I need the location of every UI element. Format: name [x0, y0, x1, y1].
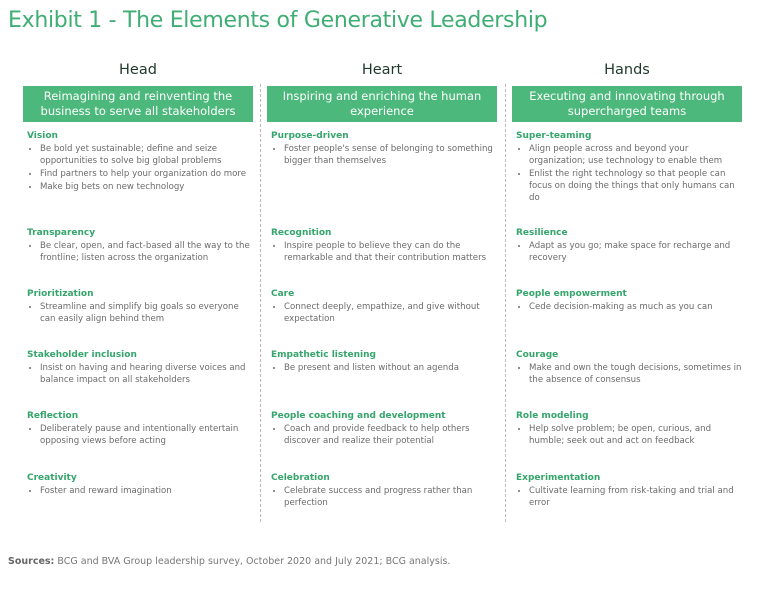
section-title: Role modeling: [516, 411, 589, 421]
section-title: People empowerment: [516, 289, 627, 299]
sources-label: Sources:: [8, 556, 55, 567]
list-item: Make and own the tough decisions, someti…: [529, 362, 742, 386]
section-title: Vision: [27, 131, 58, 141]
element-section: Resilience Adapt as you go; make space fo…: [516, 228, 742, 265]
list-item: Connect deeply, empathize, and give with…: [284, 301, 497, 325]
list-item: Make big bets on new technology: [40, 181, 253, 193]
section-title: Recognition: [271, 228, 332, 238]
list-item: Align people across and beyond your orga…: [529, 143, 742, 167]
exhibit-title: Exhibit 1 - The Elements of Generative L…: [8, 8, 548, 33]
list-item: Insist on having and hearing diverse voi…: [40, 362, 253, 386]
element-section: Experimentation Cultivate learning from r…: [516, 473, 742, 510]
section-title: Celebration: [271, 473, 330, 483]
section-title: Courage: [516, 350, 559, 360]
element-section: Prioritization Streamline and simplify bi…: [27, 289, 253, 326]
section-title: Resilience: [516, 228, 568, 238]
column-banner: Executing and innovating through superch…: [512, 86, 742, 122]
column-banner: Inspiring and enriching the human experi…: [267, 86, 497, 122]
element-section: Celebration Celebrate success and progres…: [271, 473, 497, 510]
element-section: Stakeholder inclusion Insist on having an…: [27, 350, 253, 387]
list-item: Deliberately pause and intentionally ent…: [40, 423, 253, 447]
column-hands: Hands Executing and innovating through su…: [512, 62, 742, 508]
section-title: Creativity: [27, 473, 77, 483]
element-section: Transparency Be clear, open, and fact-bas…: [27, 228, 253, 265]
sources-note: Sources: BCG and BVA Group leadership su…: [8, 556, 450, 567]
section-title: Care: [271, 289, 295, 299]
section-title: Stakeholder inclusion: [27, 350, 137, 360]
list-item: Streamline and simplify big goals so eve…: [40, 301, 253, 325]
element-section: Super-teaming Align people across and bey…: [516, 131, 742, 205]
list-item: Be clear, open, and fact-based all the w…: [40, 240, 253, 264]
element-section: Empathetic listening Be present and liste…: [271, 350, 497, 375]
element-section: Recognition Inspire people to believe the…: [271, 228, 497, 265]
list-item: Cede decision-making as much as you can: [529, 301, 742, 313]
section-title: Empathetic listening: [271, 350, 376, 360]
list-item: Adapt as you go; make space for recharge…: [529, 240, 742, 264]
column-heading: Hands: [604, 62, 650, 78]
element-section: Vision Be bold yet sustainable; define an…: [27, 131, 253, 194]
column-divider: [260, 84, 261, 522]
section-title: Transparency: [27, 228, 96, 238]
column-heart: Heart Inspiring and enriching the human e…: [267, 62, 497, 508]
section-title: Prioritization: [27, 289, 94, 299]
list-item: Inspire people to believe they can do th…: [284, 240, 497, 264]
section-title: Purpose-driven: [271, 131, 349, 141]
element-section: Purpose-driven Foster people's sense of b…: [271, 131, 497, 168]
column-heading: Head: [119, 62, 157, 78]
list-item: Be present and listen without an agenda: [284, 362, 497, 374]
column-head: Head Reimagining and reinventing the busi…: [23, 62, 253, 496]
column-divider: [505, 84, 506, 522]
element-section: Role modeling Help solve problem; be open…: [516, 411, 742, 448]
list-item: Coach and provide feedback to help other…: [284, 423, 497, 447]
list-item: Find partners to help your organization …: [40, 168, 253, 180]
section-title: Reflection: [27, 411, 79, 421]
column-banner: Reimagining and reinventing the business…: [23, 86, 253, 122]
list-item: Foster people's sense of belonging to so…: [284, 143, 497, 167]
element-section: Creativity Foster and reward imagination: [27, 473, 253, 498]
sources-text: BCG and BVA Group leadership survey, Oct…: [57, 556, 451, 567]
element-section: Reflection Deliberately pause and intenti…: [27, 411, 253, 448]
element-section: Care Connect deeply, empathize, and give …: [271, 289, 497, 326]
list-item: Foster and reward imagination: [40, 485, 253, 497]
section-title: People coaching and development: [271, 411, 446, 421]
list-item: Celebrate success and progress rather th…: [284, 485, 497, 509]
element-section: People coaching and development Coach and…: [271, 411, 497, 448]
element-section: Courage Make and own the tough decisions,…: [516, 350, 742, 387]
list-item: Be bold yet sustainable; define and seiz…: [40, 143, 253, 167]
section-title: Experimentation: [516, 473, 601, 483]
list-item: Cultivate learning from risk-taking and …: [529, 485, 742, 509]
list-item: Help solve problem; be open, curious, an…: [529, 423, 742, 447]
column-heading: Heart: [361, 62, 403, 78]
list-item: Enlist the right technology so that peop…: [529, 168, 742, 204]
section-title: Super-teaming: [516, 131, 592, 141]
element-section: People empowerment Cede decision-making a…: [516, 289, 742, 314]
